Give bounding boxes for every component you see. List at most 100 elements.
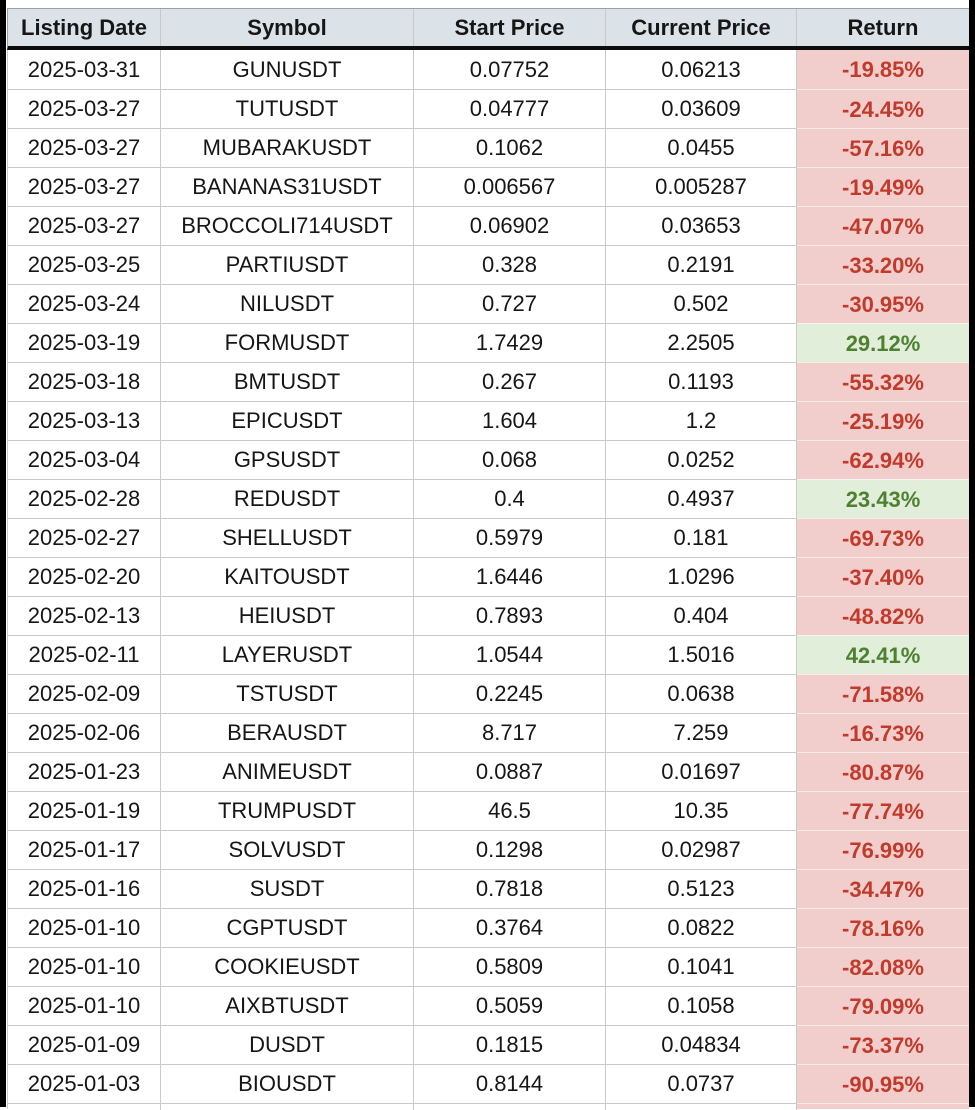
table-row: 2025-02-09 TSTUSDT 0.2245 0.0638 -71.58% <box>7 674 969 714</box>
cell-start-price: 0.068 <box>414 441 606 479</box>
cell-symbol: TSTUSDT <box>161 675 414 713</box>
cell-start-price: 0.1298 <box>414 831 606 869</box>
cell-start-price: 0.3764 <box>414 909 606 947</box>
table-row: 2025-02-06 BERAUSDT 8.717 7.259 -16.73% <box>7 713 969 753</box>
table-row: 2025-03-27 TUTUSDT 0.04777 0.03609 -24.45% <box>7 89 969 129</box>
table-row: 2025-01-19 TRUMPUSDT 46.5 10.35 -77.74% <box>7 791 969 831</box>
cell-current-price: 1.0296 <box>606 558 797 596</box>
cell-listing-date: 2025-01-23 <box>8 753 161 791</box>
table-row: 2025-03-18 BMTUSDT 0.267 0.1193 -55.32% <box>7 362 969 402</box>
cell-symbol: LAYERUSDT <box>161 636 414 674</box>
cell-listing-date: 2025-03-04 <box>8 441 161 479</box>
cell-listing-date: 2025-02-20 <box>8 558 161 596</box>
cell-current-price: 0.0455 <box>606 129 797 167</box>
cell-current-price: 0.502 <box>606 285 797 323</box>
cell-current-price: 0.0822 <box>606 909 797 947</box>
cell-symbol: SOLVUSDT <box>161 831 414 869</box>
listings-table: Listing Date Symbol Start Price Current … <box>7 8 969 1110</box>
table-row: 2025-01-09 DUSDT 0.1815 0.04834 -73.37% <box>7 1025 969 1065</box>
cell-return: -78.16% <box>797 908 969 948</box>
cell-start-price: 0.5979 <box>414 519 606 557</box>
cell-listing-date: 2025-01-09 <box>8 1026 161 1064</box>
cell-return: -77.74% <box>797 791 969 831</box>
cell-start-price: 0.1815 <box>414 1026 606 1064</box>
table-row-partial <box>7 1103 969 1110</box>
cell-current-price: 0.1058 <box>606 987 797 1025</box>
cell-return: -71.58% <box>797 674 969 714</box>
cell-symbol: BIOUSDT <box>161 1065 414 1103</box>
cell-symbol: TRUMPUSDT <box>161 792 414 830</box>
cell-return: -79.09% <box>797 986 969 1026</box>
cell-symbol <box>161 1104 414 1110</box>
cell-start-price <box>414 1104 606 1110</box>
table-row: 2025-03-19 FORMUSDT 1.7429 2.2505 29.12% <box>7 323 969 363</box>
cell-return: -19.85% <box>797 50 969 89</box>
cell-current-price: 1.5016 <box>606 636 797 674</box>
cell-return: -37.40% <box>797 557 969 597</box>
table-header-row: Listing Date Symbol Start Price Current … <box>7 8 969 50</box>
cell-listing-date: 2025-03-19 <box>8 324 161 362</box>
cell-start-price: 0.07752 <box>414 50 606 89</box>
cell-current-price: 0.0737 <box>606 1065 797 1103</box>
cell-return: -69.73% <box>797 518 969 558</box>
cell-listing-date: 2025-02-09 <box>8 675 161 713</box>
cell-return: -76.99% <box>797 830 969 870</box>
cell-return: -82.08% <box>797 947 969 987</box>
cell-current-price: 0.2191 <box>606 246 797 284</box>
cell-current-price: 0.1041 <box>606 948 797 986</box>
cell-listing-date: 2025-01-10 <box>8 987 161 1025</box>
cell-current-price: 0.0252 <box>606 441 797 479</box>
column-header-listing-date: Listing Date <box>8 9 161 46</box>
cell-listing-date: 2025-01-10 <box>8 909 161 947</box>
cell-symbol: FORMUSDT <box>161 324 414 362</box>
table-body: 2025-03-31 GUNUSDT 0.07752 0.06213 -19.85% 20… <box>7 50 969 1110</box>
table-row: 2025-03-04 GPSUSDT 0.068 0.0252 -62.94% <box>7 440 969 480</box>
cell-return: -57.16% <box>797 128 969 168</box>
cell-listing-date: 2025-03-27 <box>8 90 161 128</box>
cell-start-price: 0.727 <box>414 285 606 323</box>
table-row: 2025-03-27 BANANAS31USDT 0.006567 0.005287-… <box>7 167 969 207</box>
cell-listing-date: 2025-03-27 <box>8 168 161 206</box>
cell-listing-date: 2025-02-06 <box>8 714 161 752</box>
cell-return: -48.82% <box>797 596 969 636</box>
table-row: 2025-02-20 KAITOUSDT 1.6446 1.0296 -37.40% <box>7 557 969 597</box>
cell-start-price: 0.5059 <box>414 987 606 1025</box>
cell-listing-date: 2025-03-25 <box>8 246 161 284</box>
cell-return: -33.20% <box>797 245 969 285</box>
cell-start-price: 1.6446 <box>414 558 606 596</box>
cell-current-price: 0.005287 <box>606 168 797 206</box>
cell-current-price: 0.1193 <box>606 363 797 401</box>
cell-start-price: 0.5809 <box>414 948 606 986</box>
column-header-current-price: Current Price <box>606 9 797 46</box>
table-row: 2025-03-13 EPICUSDT 1.604 1.2 -25.19% <box>7 401 969 441</box>
cell-return: -73.37% <box>797 1025 969 1065</box>
cell-listing-date: 2025-03-27 <box>8 129 161 167</box>
cell-symbol: BANANAS31USDT <box>161 168 414 206</box>
cell-return: -55.32% <box>797 362 969 402</box>
cell-start-price: 0.8144 <box>414 1065 606 1103</box>
cell-return: -34.47% <box>797 869 969 909</box>
cell-symbol: BERAUSDT <box>161 714 414 752</box>
cell-listing-date <box>8 1104 161 1110</box>
table-row: 2025-01-23 ANIMEUSDT 0.0887 0.01697 -80.87% <box>7 752 969 792</box>
cell-symbol: GPSUSDT <box>161 441 414 479</box>
cell-current-price <box>606 1104 797 1110</box>
cell-listing-date: 2025-01-10 <box>8 948 161 986</box>
table-row: 2025-03-27 BROCCOLI714USDT 0.06902 0.03653-… <box>7 206 969 246</box>
cell-start-price: 0.7818 <box>414 870 606 908</box>
cell-current-price: 0.03609 <box>606 90 797 128</box>
cell-current-price: 0.181 <box>606 519 797 557</box>
cell-return: 23.43% <box>797 479 969 519</box>
column-header-start-price: Start Price <box>414 9 606 46</box>
cell-current-price: 0.04834 <box>606 1026 797 1064</box>
table-row: 2025-03-31 GUNUSDT 0.07752 0.06213 -19.85% <box>7 50 969 89</box>
cell-start-price: 1.604 <box>414 402 606 440</box>
cell-current-price: 0.02987 <box>606 831 797 869</box>
cell-start-price: 0.0887 <box>414 753 606 791</box>
cell-listing-date: 2025-01-03 <box>8 1065 161 1103</box>
cell-symbol: KAITOUSDT <box>161 558 414 596</box>
cell-symbol: AIXBTUSDT <box>161 987 414 1025</box>
cell-return: -25.19% <box>797 401 969 441</box>
cell-listing-date: 2025-02-11 <box>8 636 161 674</box>
cell-symbol: SUSDT <box>161 870 414 908</box>
